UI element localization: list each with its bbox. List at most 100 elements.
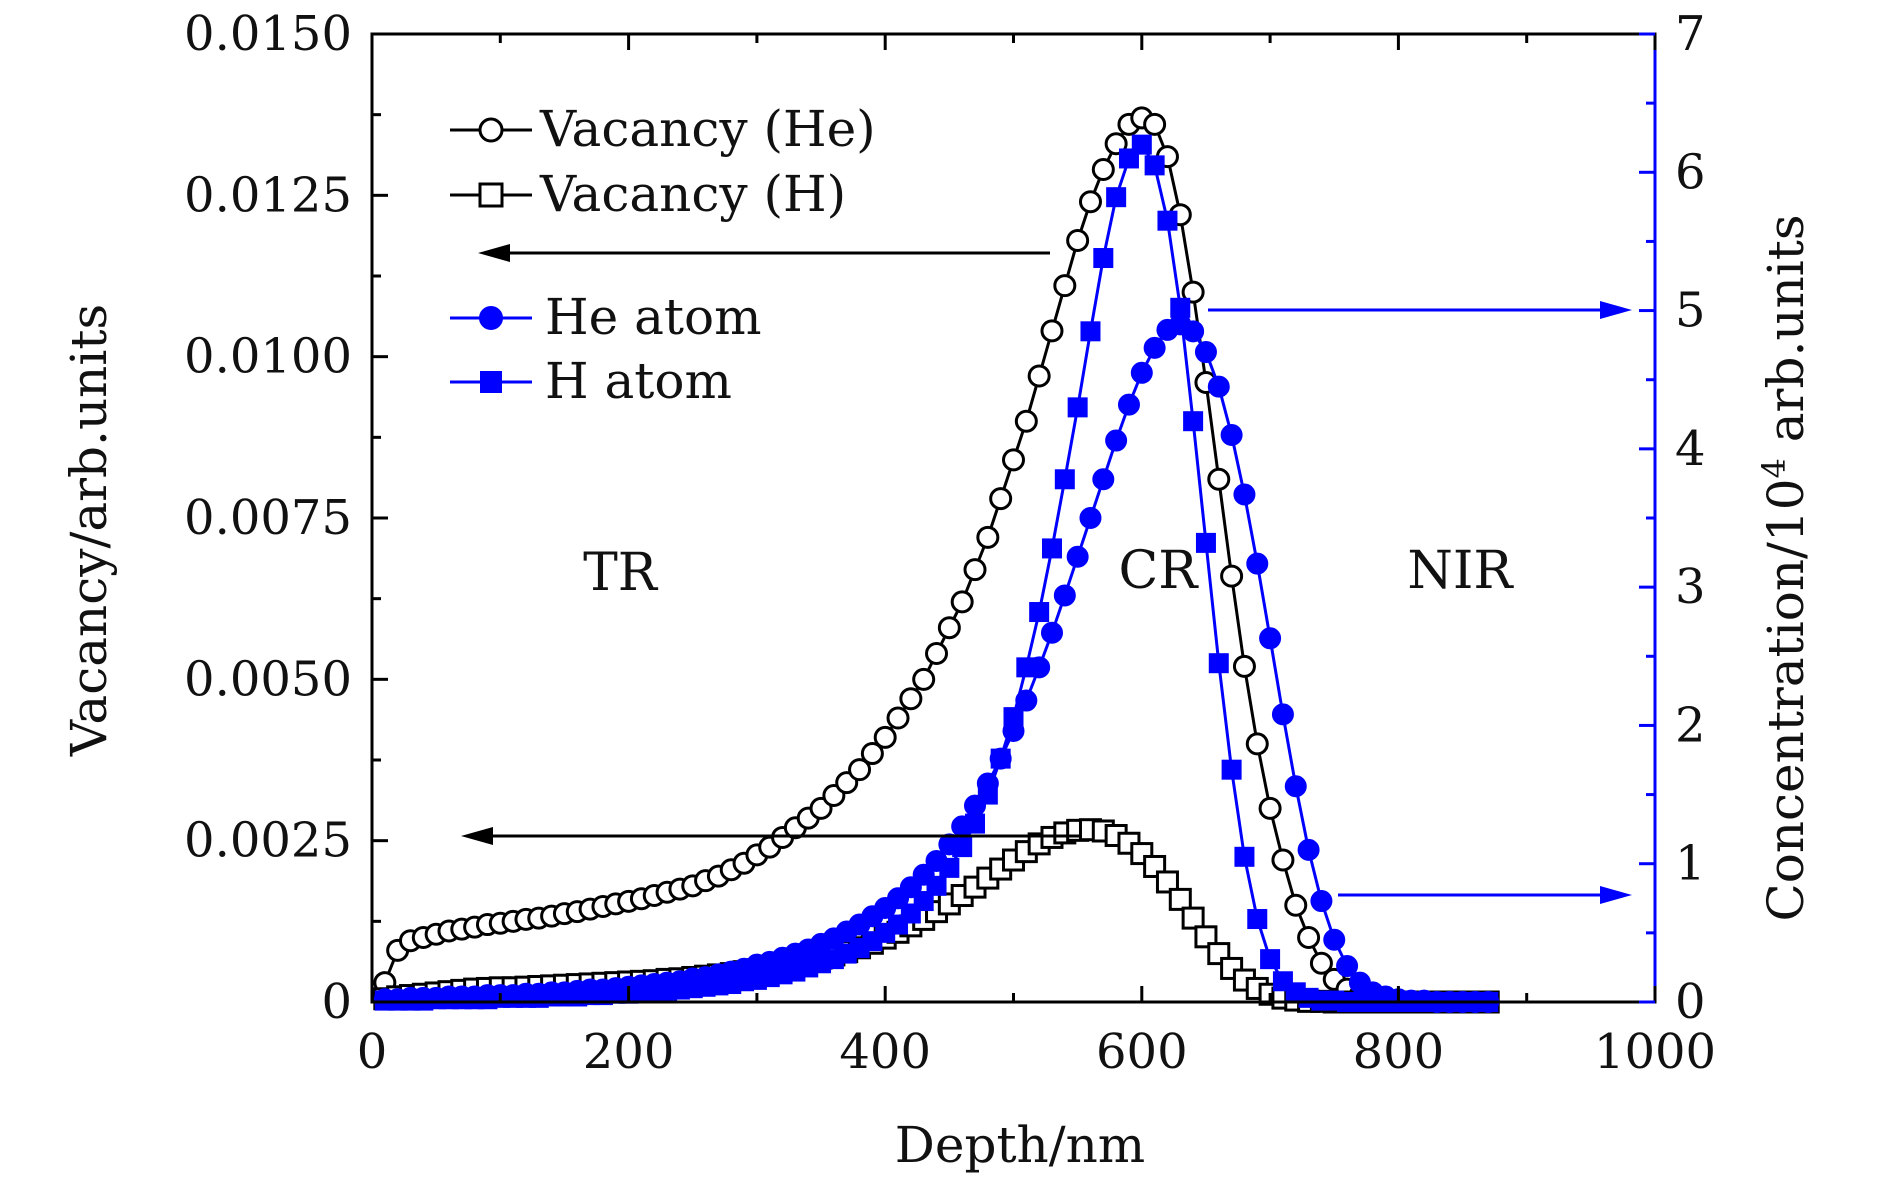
data-marks bbox=[373, 106, 1500, 1014]
data-point-h-atom bbox=[1067, 397, 1088, 418]
y-right-tick-label: 7 bbox=[1675, 6, 1706, 62]
data-point-vacancy-h bbox=[1168, 887, 1192, 911]
data-point-vacancy-he bbox=[1245, 732, 1269, 756]
data-point-he-atom bbox=[1297, 838, 1320, 861]
data-point-vacancy-he bbox=[1309, 951, 1333, 975]
data-point-he-atom bbox=[1194, 341, 1217, 364]
legend-label-vacancy-h: Vacancy (H) bbox=[539, 165, 846, 223]
y-left-tick-label: 0.0075 bbox=[184, 490, 352, 546]
data-point-vacancy-h bbox=[1194, 925, 1218, 949]
data-point-h-atom bbox=[1144, 155, 1165, 176]
data-point-he-atom bbox=[1182, 320, 1205, 343]
data-point-vacancy-he bbox=[1220, 564, 1244, 588]
data-point-he-atom bbox=[1092, 468, 1115, 491]
data-point-h-atom bbox=[1208, 653, 1229, 674]
y-axis-right-title-sup: 4 bbox=[1755, 458, 1793, 478]
data-point-he-atom bbox=[1220, 424, 1243, 447]
data-point-vacancy-he bbox=[848, 758, 872, 782]
data-point-he-atom bbox=[1117, 393, 1140, 416]
data-point-he-atom bbox=[1143, 336, 1166, 359]
data-point-h-atom bbox=[1260, 949, 1281, 970]
legend-item-he-atom: He atom bbox=[450, 288, 762, 346]
data-point-h-atom bbox=[1247, 909, 1268, 930]
legend-label-vacancy-he: Vacancy (He) bbox=[539, 100, 876, 158]
y-left-tick-label: 0 bbox=[321, 974, 352, 1030]
y-right-tick-label: 6 bbox=[1675, 144, 1706, 200]
legend-marker-square-open bbox=[478, 182, 504, 208]
y-left-tick-label: 0.0125 bbox=[184, 167, 352, 223]
data-point-he-atom bbox=[1040, 621, 1063, 644]
arrow-atoms-to-right-axis-upper bbox=[1208, 301, 1632, 319]
legend: Vacancy (He) Vacancy (H) He atom H atom bbox=[450, 100, 876, 410]
data-point-he-atom bbox=[1323, 928, 1346, 951]
y-left-tick-label: 0.0150 bbox=[184, 6, 352, 62]
data-point-vacancy-he bbox=[899, 687, 923, 711]
y-left-tick-label: 0.0050 bbox=[184, 651, 352, 707]
data-point-vacancy-he bbox=[1284, 893, 1308, 917]
data-point-vacancy-he bbox=[1181, 280, 1205, 304]
y-right-tick-label: 5 bbox=[1675, 283, 1706, 339]
legend-marker-circle-filled bbox=[479, 306, 503, 330]
data-point-vacancy-he bbox=[937, 616, 961, 640]
data-point-he-atom bbox=[1246, 552, 1269, 575]
data-point-h-atom bbox=[1131, 134, 1152, 155]
legend-label-he-atom: He atom bbox=[545, 288, 762, 346]
series-line-h-atom bbox=[384, 142, 1489, 1004]
data-point-h-atom bbox=[1234, 846, 1255, 867]
data-point-vacancy-he bbox=[1066, 229, 1090, 253]
data-point-h-atom bbox=[1029, 602, 1050, 623]
region-label-nir: NIR bbox=[1407, 541, 1514, 601]
data-point-vacancy-he bbox=[1271, 848, 1295, 872]
data-point-he-atom bbox=[1259, 627, 1282, 650]
arrow-vacancy-he-to-left-axis bbox=[478, 244, 1050, 262]
data-point-he-atom bbox=[1284, 775, 1307, 798]
data-point-h-atom bbox=[1157, 210, 1178, 231]
data-point-h-atom bbox=[990, 748, 1011, 769]
data-point-he-atom bbox=[1079, 507, 1102, 529]
y-right-tick-label: 4 bbox=[1675, 421, 1706, 477]
data-point-vacancy-he bbox=[1258, 796, 1282, 820]
x-tick-label: 800 bbox=[1353, 1024, 1445, 1080]
x-tick-label: 400 bbox=[839, 1024, 931, 1080]
axis-arrows bbox=[461, 244, 1632, 904]
data-point-vacancy-he bbox=[1091, 158, 1115, 182]
data-point-vacancy-he bbox=[1053, 274, 1077, 298]
data-point-he-atom bbox=[1207, 375, 1230, 398]
legend-marker-square-filled bbox=[480, 371, 502, 393]
data-point-he-atom bbox=[1053, 584, 1076, 607]
data-point-vacancy-he bbox=[1014, 409, 1038, 433]
data-point-vacancy-he bbox=[1232, 654, 1256, 678]
data-point-h-atom bbox=[1003, 707, 1024, 728]
data-point-he-atom bbox=[1233, 483, 1256, 506]
y-left-tick-label: 0.0025 bbox=[184, 813, 352, 869]
data-point-vacancy-he bbox=[886, 706, 910, 730]
region-label-cr: CR bbox=[1119, 541, 1200, 601]
data-point-vacancy-he bbox=[860, 742, 884, 766]
data-point-h-atom bbox=[1106, 187, 1127, 208]
tick-labels: 0 200 400 600 800 100000.00250.00500.00750.01… bbox=[184, 6, 1716, 1080]
data-point-h-atom bbox=[939, 857, 960, 878]
y-axis-left-title: Vacancy/arb.units bbox=[60, 304, 118, 757]
x-tick-label: 1000 bbox=[1594, 1024, 1716, 1080]
legend-label-h-atom: H atom bbox=[545, 352, 732, 410]
legend-item-vacancy-h: Vacancy (H) bbox=[450, 165, 846, 223]
y-left-tick-label: 0.0100 bbox=[184, 329, 352, 385]
data-point-h-atom bbox=[1054, 469, 1075, 490]
data-point-h-atom bbox=[913, 891, 934, 912]
arrow-vacancy-h-to-left-axis bbox=[461, 827, 1080, 845]
data-point-vacancy-he bbox=[1143, 112, 1167, 136]
series-h-atom bbox=[374, 134, 1499, 1012]
y-axis-right-title: Concentration/104 arb.units bbox=[1755, 214, 1815, 921]
data-point-h-atom bbox=[1041, 538, 1062, 559]
data-point-h-atom bbox=[1093, 248, 1114, 269]
arrow-atoms-to-right-axis-lower bbox=[1338, 886, 1632, 904]
x-tick-label: 200 bbox=[583, 1024, 675, 1080]
data-point-h-atom bbox=[926, 875, 947, 896]
x-tick-label: 600 bbox=[1096, 1024, 1188, 1080]
data-point-he-atom bbox=[1105, 429, 1128, 452]
data-point-vacancy-he bbox=[873, 725, 897, 749]
y-right-tick-label: 3 bbox=[1675, 559, 1706, 615]
data-point-h-atom bbox=[1221, 759, 1242, 780]
data-point-vacancy-he bbox=[1002, 448, 1025, 472]
